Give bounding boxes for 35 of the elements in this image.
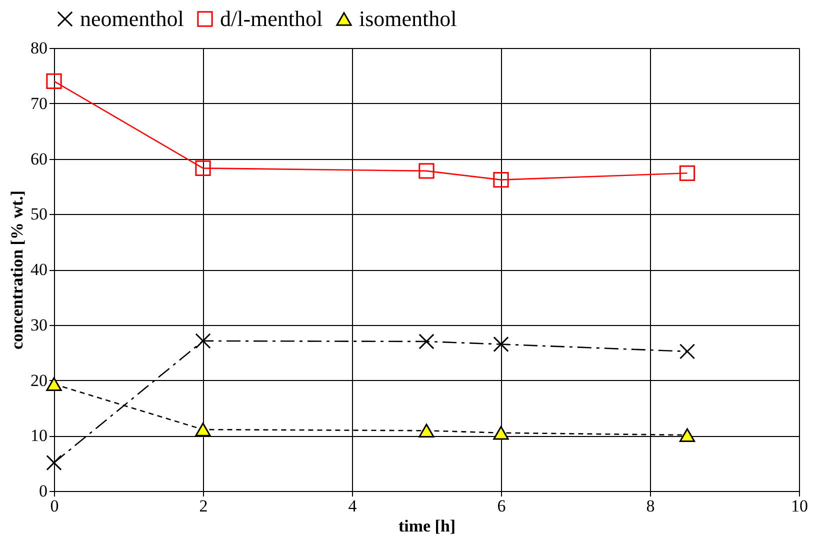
x-tick-label: 10 [791, 496, 808, 516]
y-axis-title: concentration [% wt.] [8, 190, 26, 350]
legend-label: d/l-menthol [220, 6, 323, 31]
x-tick-label: 8 [646, 496, 655, 516]
legend-label: neomenthol [80, 6, 184, 31]
point [493, 336, 509, 352]
y-tick-label: 60 [30, 149, 48, 168]
point [195, 333, 211, 349]
x-tick-label: 4 [348, 496, 358, 516]
point [418, 334, 434, 350]
point [195, 422, 211, 436]
point [493, 172, 509, 188]
x-tick-label: 0 [50, 496, 59, 516]
y-tick-label: 30 [30, 315, 48, 334]
point [418, 163, 434, 179]
x-axis-title: time [h] [398, 516, 456, 536]
point [679, 428, 696, 442]
x-tick-label: 6 [497, 496, 506, 516]
point [418, 424, 434, 438]
y-tick-label: 40 [30, 260, 48, 279]
legend-label: isomenthol [359, 6, 457, 31]
point [46, 454, 62, 471]
y-tick-label: 20 [30, 370, 48, 390]
point [493, 426, 509, 440]
y-tick-label: 70 [30, 94, 48, 113]
point [46, 377, 62, 391]
y-tick-label: 50 [30, 204, 48, 224]
point [679, 344, 696, 360]
point [195, 160, 211, 176]
y-tick-label: 80 [30, 38, 48, 58]
y-tick-label: 0 [39, 482, 48, 500]
point [46, 73, 62, 90]
point [679, 165, 696, 181]
y-tick-label: 10 [30, 426, 48, 446]
x-tick-label: 2 [199, 496, 208, 516]
